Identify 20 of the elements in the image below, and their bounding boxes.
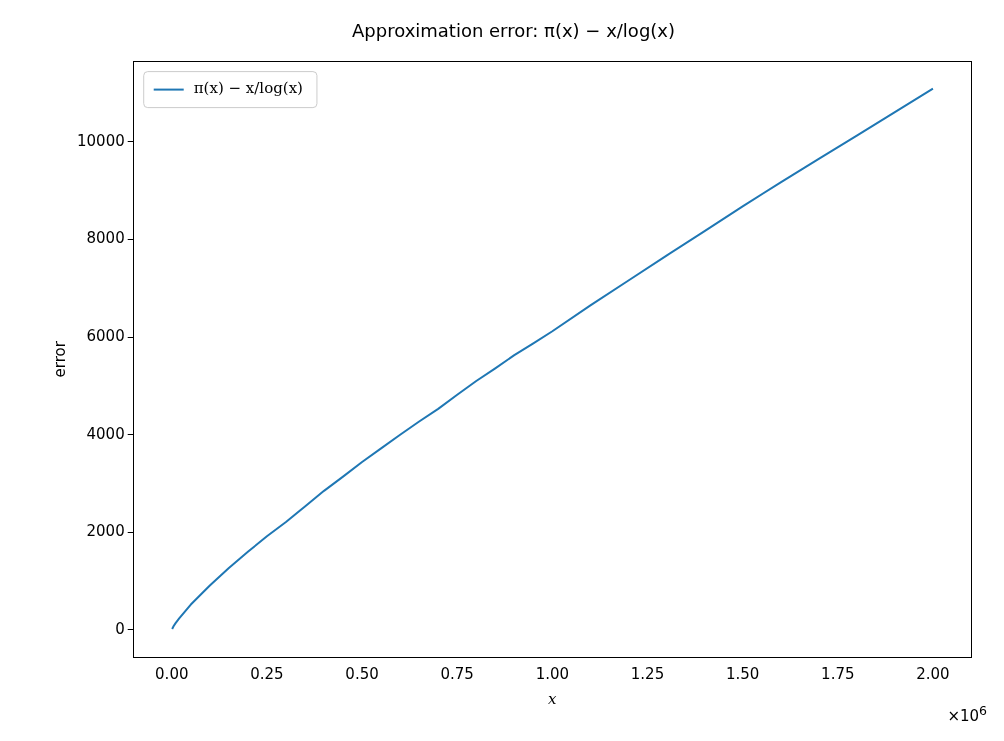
x-tick-label: 2.00 [916, 664, 950, 683]
x-tick-label: 0.25 [250, 664, 284, 683]
x-tick-label: 1.50 [725, 664, 760, 683]
x-axis-title: x [548, 689, 558, 708]
text: ×10$^{6}$ [947, 703, 987, 725]
y-tick-label: 0 [115, 619, 125, 638]
y-tick-label: 6000 [86, 326, 125, 345]
x-tick-label: 0.00 [155, 664, 189, 683]
x-tick-label: 0.75 [440, 664, 474, 683]
x-tick-label: 1.75 [821, 664, 855, 683]
legend-label: π(x) − x/log(x) [193, 79, 303, 98]
y-axis-title: error [50, 340, 69, 378]
y-tick-label: 8000 [86, 229, 125, 248]
y-tick-label: 4000 [86, 424, 125, 443]
y-tick-label: 2000 [86, 522, 125, 541]
x-tick-label: 1.00 [535, 664, 570, 683]
y-tick-label: 10000 [77, 131, 125, 150]
x-tick-label: 0.50 [345, 664, 379, 683]
x-tick-label: 1.25 [630, 664, 665, 683]
chart-title: Approximation error: π(x) − x/log(x) [351, 20, 676, 42]
